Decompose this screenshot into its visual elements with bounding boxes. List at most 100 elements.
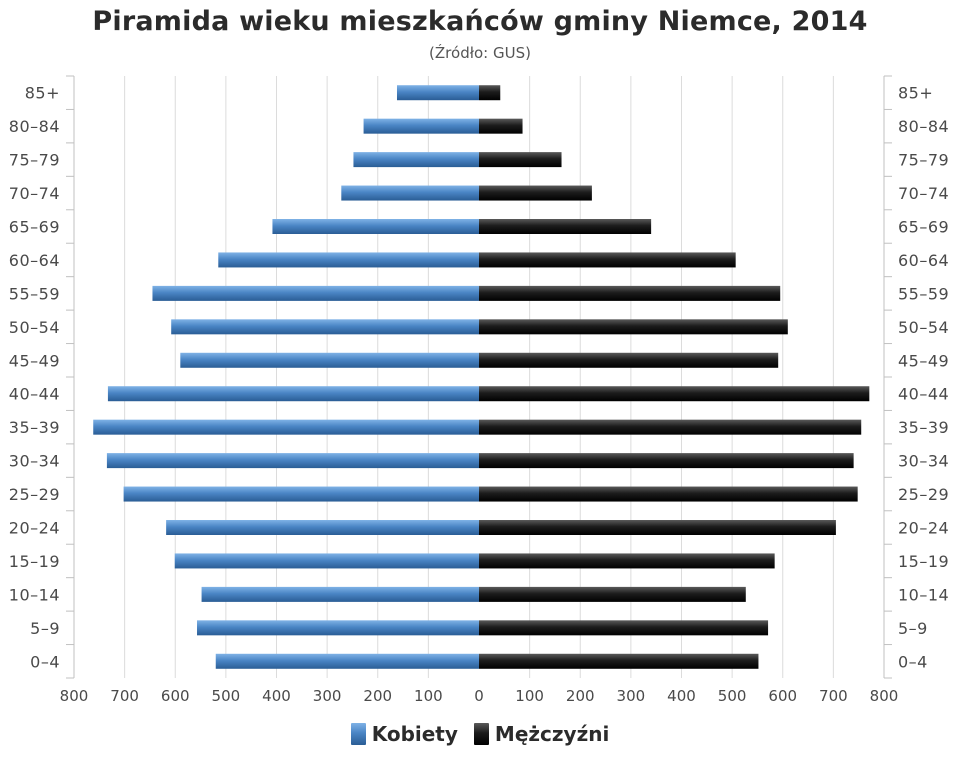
bar-mezczyzni	[479, 653, 759, 669]
category-label-left: 40–44	[9, 385, 60, 404]
bar-mezczyzni	[479, 453, 854, 469]
bar-kobiety	[174, 553, 479, 569]
x-tick-label: 500	[212, 687, 241, 705]
bar-kobiety	[396, 85, 479, 101]
category-label-left: 5–9	[30, 619, 60, 638]
bar-kobiety	[123, 486, 480, 502]
category-label-right: 25–29	[898, 485, 949, 504]
bar-mezczyzni	[479, 285, 781, 301]
legend-swatch	[473, 723, 489, 745]
x-tick-label: 300	[617, 687, 646, 705]
category-label-left: 55–59	[9, 284, 60, 303]
bar-kobiety	[341, 185, 479, 201]
bar-mezczyzni	[479, 386, 870, 402]
category-label-right: 60–64	[898, 251, 949, 270]
category-label-right: 40–44	[898, 385, 949, 404]
x-tick-label: 800	[870, 687, 899, 705]
axes	[66, 75, 892, 679]
bar-kobiety	[218, 252, 479, 268]
category-label-left: 0–4	[30, 652, 60, 671]
bar-mezczyzni	[479, 520, 836, 535]
category-label-left: 75–79	[9, 151, 60, 170]
category-label-left: 50–54	[9, 318, 60, 337]
bar-kobiety	[107, 386, 479, 402]
bar-mezczyzni	[479, 419, 862, 435]
category-label-right: 10–14	[898, 585, 949, 604]
category-label-left: 60–64	[9, 251, 60, 270]
category-label-left: 65–69	[9, 218, 60, 237]
x-tick-label: 0	[474, 687, 484, 705]
category-label-right: 50–54	[898, 318, 949, 337]
bar-mezczyzni	[479, 319, 788, 335]
bar-kobiety	[171, 319, 479, 335]
category-label-right: 5–9	[898, 619, 928, 638]
category-label-left: 70–74	[9, 184, 60, 203]
legend-label: Kobiety	[371, 722, 458, 746]
bar-kobiety	[363, 118, 479, 134]
legend-swatch	[350, 723, 366, 745]
legend-item[interactable]: Kobiety	[350, 722, 458, 746]
x-tick-label: 400	[262, 687, 291, 705]
category-label-left: 25–29	[9, 485, 60, 504]
category-label-right: 35–39	[898, 418, 949, 437]
legend-label: Mężczyźni	[494, 722, 610, 746]
category-label-right: 85+	[898, 84, 933, 103]
category-label-right: 70–74	[898, 184, 949, 203]
x-tick-label: 700	[819, 687, 848, 705]
x-tick-label: 100	[515, 687, 544, 705]
category-label-left: 85+	[25, 84, 60, 103]
legend: Kobiety Mężczyźni	[0, 722, 960, 750]
bar-mezczyzni	[479, 620, 769, 636]
x-tick-label: 600	[161, 687, 190, 705]
bar-kobiety	[152, 285, 479, 301]
bar-kobiety	[180, 352, 479, 368]
x-tick-label: 200	[566, 687, 595, 705]
category-label-right: 65–69	[898, 218, 949, 237]
bar-kobiety	[353, 152, 479, 168]
bar-mezczyzni	[479, 252, 736, 268]
population-pyramid-chart: 800 700 600 500 400 300 200 100 0 100 200 300 400 500…	[9, 75, 949, 705]
category-label-right: 75–79	[898, 151, 949, 170]
bar-mezczyzni	[479, 486, 858, 502]
category-label-right: 55–59	[898, 284, 949, 303]
bar-kobiety	[166, 520, 479, 535]
bars	[93, 85, 870, 669]
bar-kobiety	[197, 620, 480, 636]
category-label-right: 30–34	[898, 452, 949, 471]
category-label-right: 80–84	[898, 117, 949, 136]
bar-mezczyzni	[479, 85, 501, 101]
bar-mezczyzni	[479, 553, 775, 569]
bar-mezczyzni	[479, 586, 746, 602]
category-label-left: 20–24	[9, 519, 60, 538]
x-tick-label: 500	[718, 687, 747, 705]
x-tick-label: 200	[363, 687, 392, 705]
x-tick-label: 700	[110, 687, 139, 705]
category-label-right: 0–4	[898, 652, 928, 671]
bar-mezczyzni	[479, 352, 779, 368]
category-label-right: 20–24	[898, 519, 949, 538]
x-tick-label: 400	[667, 687, 696, 705]
x-tick-label: 600	[768, 687, 797, 705]
bar-mezczyzni	[479, 185, 592, 201]
bar-mezczyzni	[479, 118, 523, 134]
x-tick-label: 300	[313, 687, 342, 705]
bar-kobiety	[215, 653, 479, 669]
chart-title: Piramida wieku mieszkańców gminy Niemce,…	[92, 6, 868, 37]
category-label-left: 30–34	[9, 452, 60, 471]
bar-kobiety	[272, 219, 479, 234]
category-label-left: 45–49	[9, 351, 60, 370]
category-label-left: 35–39	[9, 418, 60, 437]
bar-kobiety	[106, 453, 479, 469]
category-label-right: 15–19	[898, 552, 949, 571]
x-tick-label: 800	[60, 687, 89, 705]
category-label-right: 45–49	[898, 351, 949, 370]
category-label-left: 15–19	[9, 552, 60, 571]
category-label-left: 10–14	[9, 585, 60, 604]
bar-kobiety	[201, 586, 479, 602]
axis-labels: 800 700 600 500 400 300 200 100 0 100 200 300 400 500…	[9, 84, 949, 705]
chart-subtitle: (Źródło: GUS)	[429, 44, 531, 62]
bar-mezczyzni	[479, 219, 652, 234]
legend-item[interactable]: Mężczyźni	[473, 722, 610, 746]
x-tick-label: 100	[414, 687, 443, 705]
category-label-left: 80–84	[9, 117, 60, 136]
